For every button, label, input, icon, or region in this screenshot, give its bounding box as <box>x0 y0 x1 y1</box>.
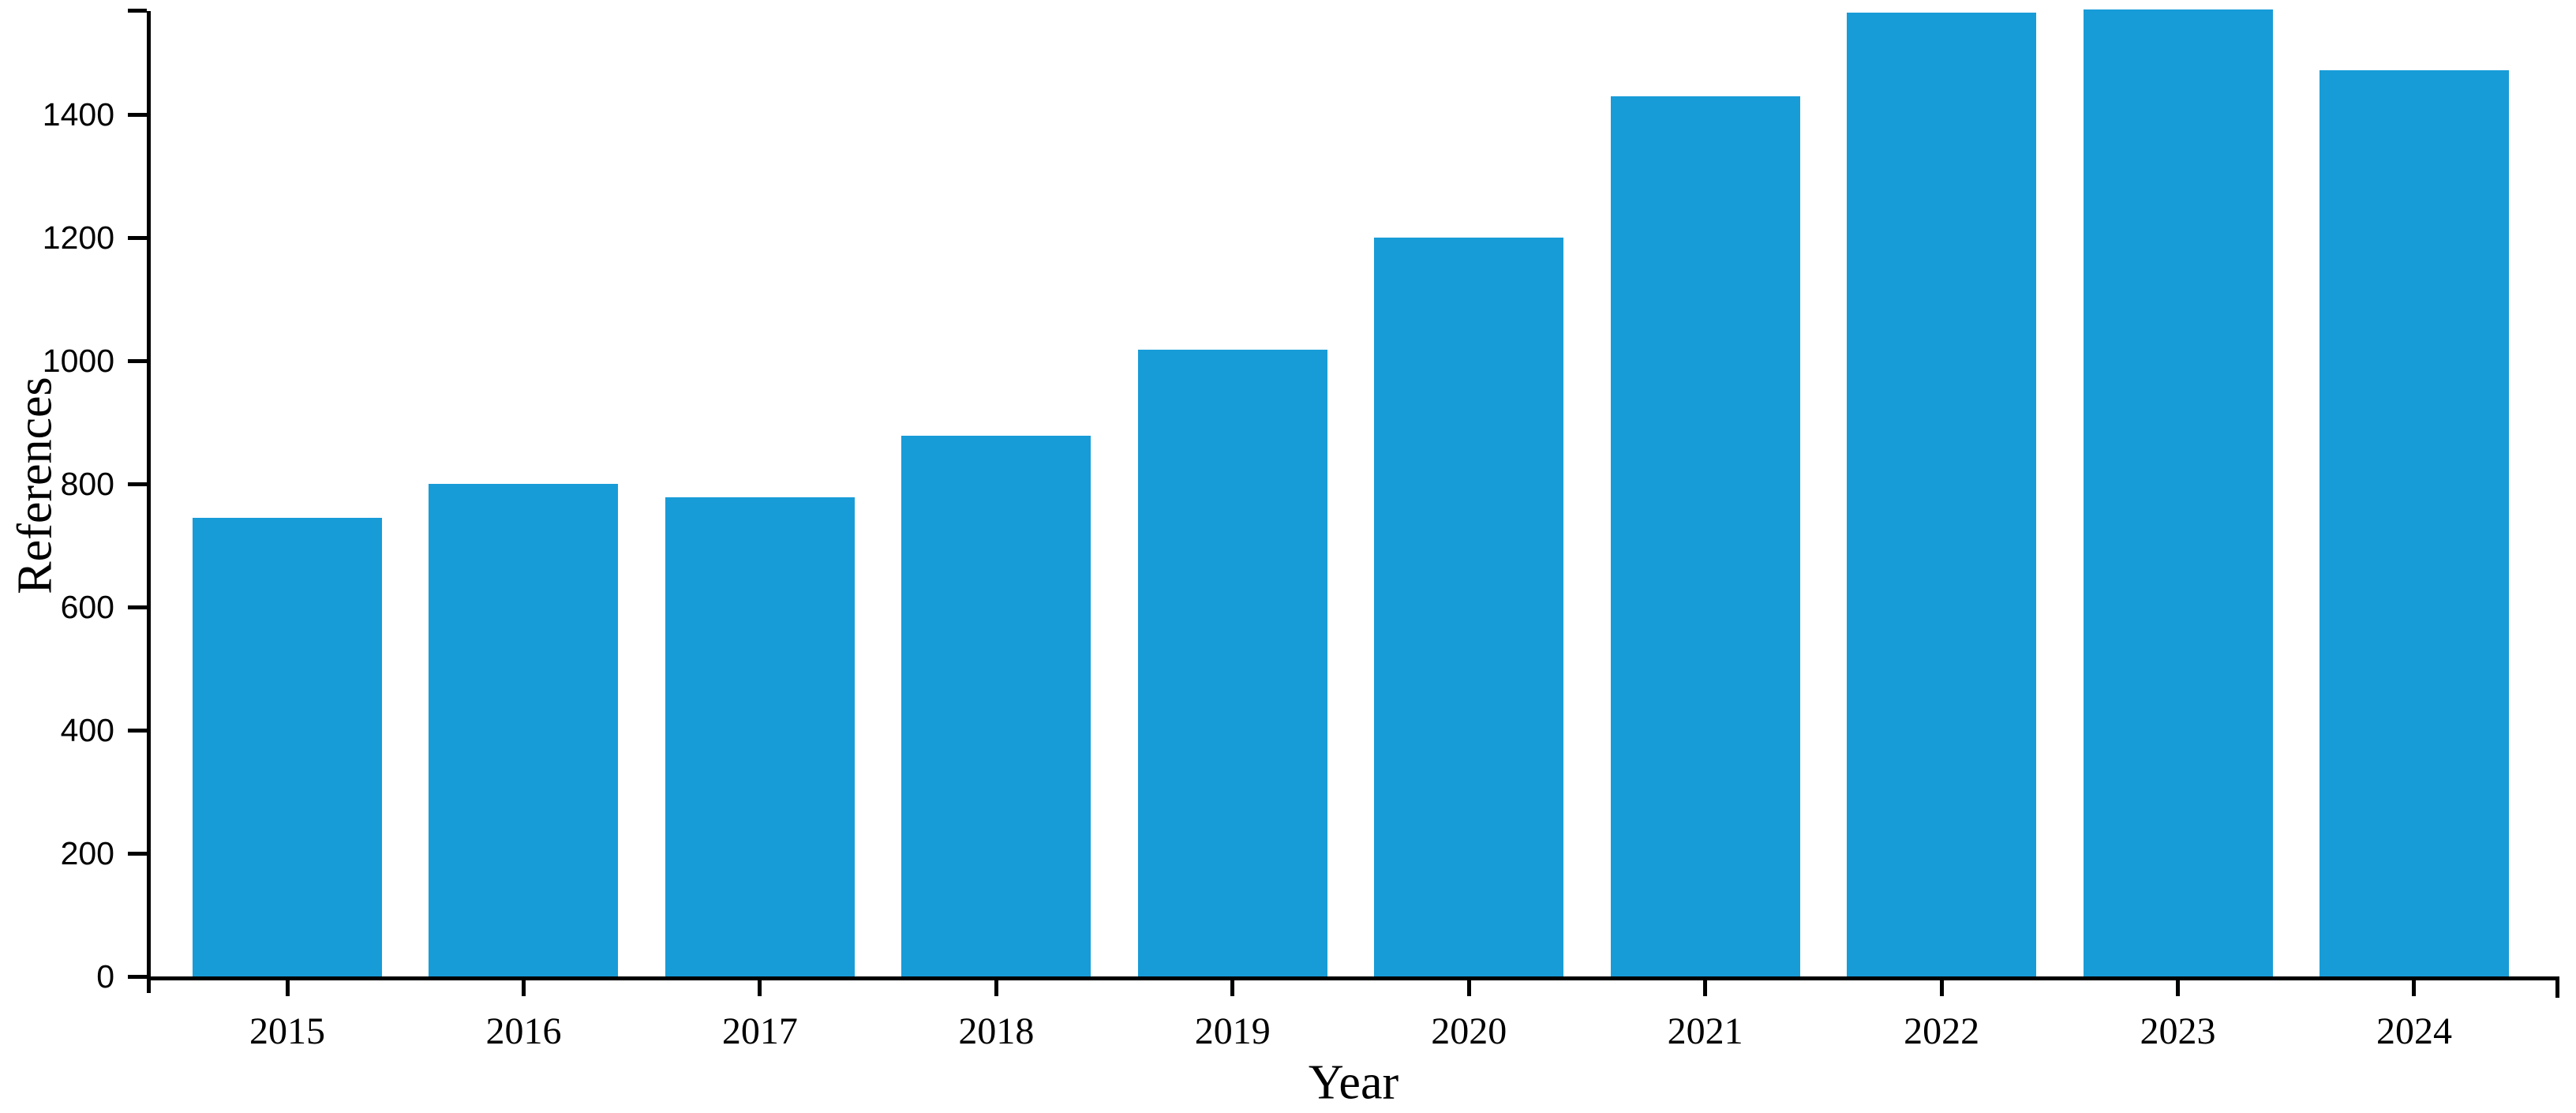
y-tick-600 <box>128 605 147 609</box>
x-tick-label-2020: 2020 <box>1431 1010 1507 1052</box>
y-tick-1200 <box>128 235 147 240</box>
x-tick-2023 <box>2176 980 2181 996</box>
y-tick-1000 <box>128 358 147 363</box>
y-tick-label-0: 0 <box>96 958 114 995</box>
bar-2020 <box>1374 238 1564 976</box>
y-tick-800 <box>128 482 147 486</box>
bar-2024 <box>2319 69 2509 976</box>
y-tick-label-600: 600 <box>60 589 114 625</box>
bar-2019 <box>1137 350 1327 976</box>
x-tick-2020 <box>1466 980 1471 996</box>
x-tick-2021 <box>1703 980 1708 996</box>
x-tick-label-2022: 2022 <box>1904 1010 1980 1052</box>
x-axis-title: Year <box>1308 1055 1399 1110</box>
y-tick-1400 <box>128 112 147 117</box>
bar-2022 <box>1847 13 2037 976</box>
y-tick-label-200: 200 <box>60 835 114 871</box>
x-tick-2016 <box>521 980 526 996</box>
bar-2017 <box>665 497 855 976</box>
x-tick-2015 <box>285 980 290 996</box>
y-tick-label-800: 800 <box>60 466 114 503</box>
bar-2021 <box>1610 96 1800 976</box>
x-axis-end-tick <box>2555 980 2559 998</box>
y-tick-label-400: 400 <box>60 712 114 748</box>
x-tick-label-2018: 2018 <box>958 1010 1035 1052</box>
x-tick-2024 <box>2412 980 2417 996</box>
y-tick-label-1200: 1200 <box>42 219 114 257</box>
x-tick-label-2017: 2017 <box>721 1010 798 1052</box>
y-tick-200 <box>128 851 147 856</box>
plot-area: 0 200 400 600 800 1000 1200 1400 2015 2016 2017 201… <box>43 9 2559 1051</box>
bar-2018 <box>901 436 1091 976</box>
y-tick-400 <box>128 728 147 733</box>
x-tick-label-2019: 2019 <box>1194 1010 1271 1052</box>
y-axis-end-tick <box>128 9 147 13</box>
bar-2023 <box>2083 9 2273 976</box>
y-tick-label-1400: 1400 <box>42 96 114 133</box>
bar-2016 <box>429 484 619 976</box>
x-tick-label-2016: 2016 <box>485 1010 562 1052</box>
bar-2015 <box>193 517 382 976</box>
x-tick-2019 <box>1230 980 1235 996</box>
x-tick-2017 <box>758 980 762 996</box>
y-tick-label-1000: 1000 <box>42 343 114 380</box>
x-tick-label-2021: 2021 <box>1667 1010 1743 1052</box>
x-tick-2022 <box>1939 980 1944 996</box>
x-tick-label-2023: 2023 <box>2140 1010 2216 1052</box>
x-tick-label-2015: 2015 <box>249 1010 325 1052</box>
x-tick-2018 <box>994 980 998 996</box>
x-tick-label-2024: 2024 <box>2376 1010 2452 1052</box>
y-tick-0 <box>128 974 147 979</box>
axis-corner-stub <box>147 980 151 993</box>
